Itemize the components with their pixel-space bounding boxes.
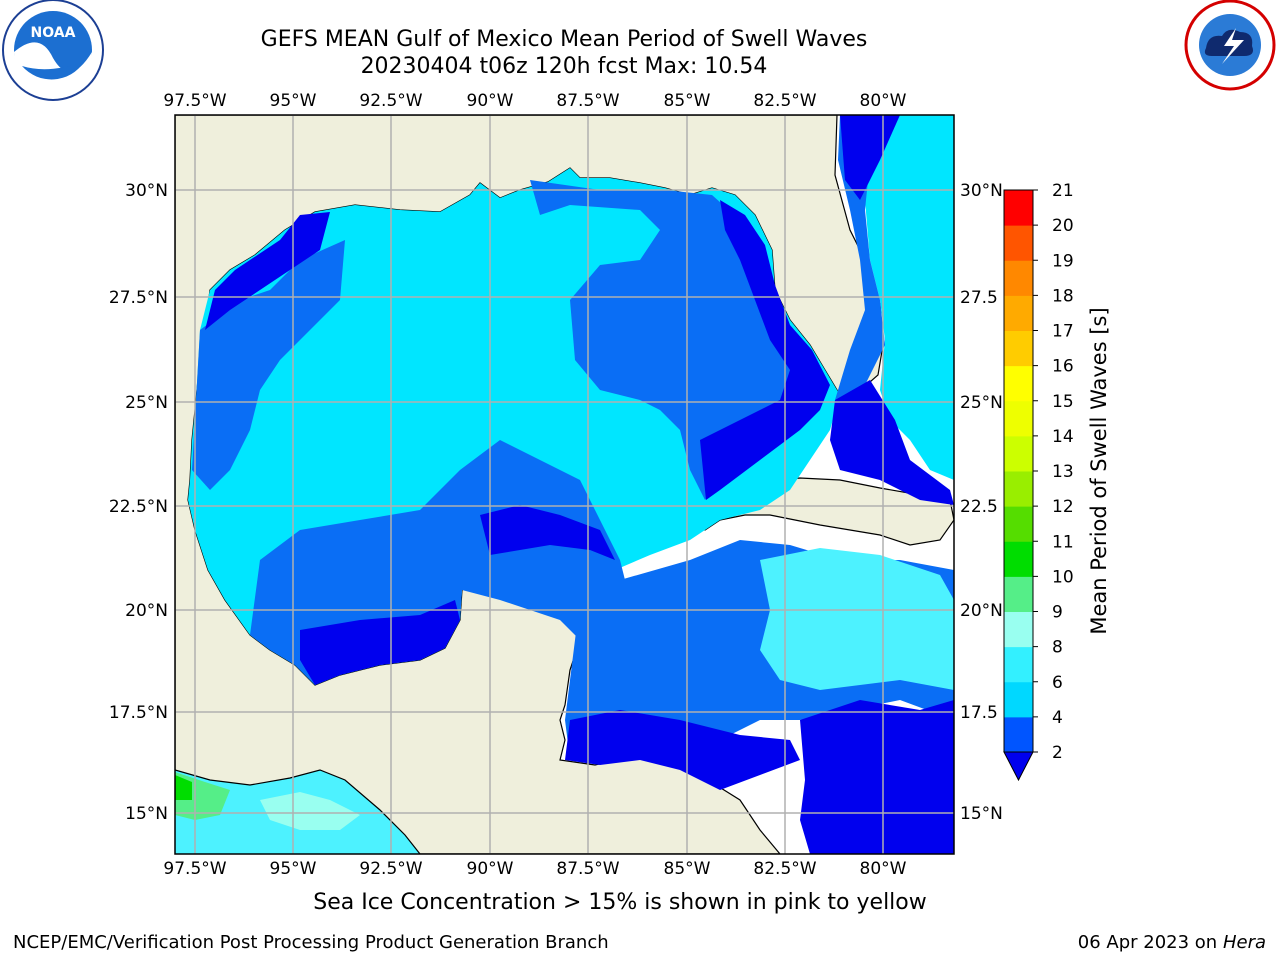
lon-label-bottom: 95°W: [270, 859, 317, 879]
lat-label-right: 20°N: [960, 601, 1003, 621]
lon-label-bottom: 80°W: [860, 859, 907, 879]
colorbar-tick-label: 14: [1052, 427, 1074, 447]
colorbar-label: Mean Period of Swell Waves [s]: [1087, 307, 1111, 634]
swell-band-lt2-se: [800, 700, 954, 854]
colorbar-segment: [1004, 295, 1033, 331]
lon-label-bottom: 87.5°W: [556, 859, 619, 879]
lat-label-left: 15°N: [125, 804, 168, 824]
title-line-1: GEFS MEAN Gulf of Mexico Mean Period of …: [260, 27, 868, 52]
lat-labels: 30°N 27.5°N 25°N 22.5°N 20°N 17.5°N 15°N…: [109, 181, 1003, 824]
lat-label-left: 17.5°N: [109, 703, 168, 723]
lon-label-top: 97.5°W: [163, 91, 226, 111]
colorbar-tick-label: 19: [1052, 251, 1074, 271]
colorbar-segment: [1004, 260, 1033, 296]
colorbar-segment: [1004, 365, 1033, 402]
swell-band-lt2-north: [205, 212, 330, 330]
colorbar-segment: [1004, 435, 1033, 472]
title-line-2: 20230404 t06z 120h fcst Max: 10.54: [360, 54, 768, 79]
lon-label-top: 80°W: [860, 91, 907, 111]
lat-label-left: 27.5°N: [109, 288, 168, 308]
swell-band-lt2-caribbean: [565, 710, 800, 790]
colorbar-tick-label: 9: [1052, 603, 1063, 623]
lon-label-top: 92.5°W: [359, 91, 422, 111]
lon-label-bottom: 92.5°W: [359, 859, 422, 879]
lon-label-top: 85°W: [664, 91, 711, 111]
colorbar-segment: [1004, 190, 1033, 226]
swell-band-lt2-south: [300, 600, 460, 685]
ocean-pacific-pale: [260, 792, 360, 830]
chart-title: GEFS MEAN Gulf of Mexico Mean Period of …: [0, 26, 1128, 80]
lat-label-right: 27.5: [960, 288, 998, 308]
map-frame: [174, 114, 955, 855]
colorbar-extend-arrow: [1003, 751, 1034, 782]
colorbar-segment: [1004, 400, 1033, 437]
colorbar-segment: [1004, 716, 1033, 753]
swell-band-lt2-campeche: [480, 505, 615, 560]
colorbar-tick-label: 6: [1052, 673, 1063, 693]
colorbar: 2 4 6 8 9 10 11 12 13 14 15 16 17 18 19 20 21: [1003, 181, 1074, 782]
colorbar-tick-label: 21: [1052, 181, 1074, 201]
graticule: [175, 115, 954, 854]
colorbar-segment: [1004, 576, 1033, 612]
swell-band-atlantic-dark: [835, 115, 885, 400]
colorbar-segment: [1004, 506, 1033, 542]
sea-ice-note: Sea Ice Concentration > 15% is shown in …: [0, 890, 1280, 915]
nws-logo: [1184, 0, 1276, 91]
colorbar-tick-label: 2: [1052, 743, 1063, 763]
lat-label-left: 22.5°N: [109, 497, 168, 517]
lat-label-right: 22.5: [960, 497, 998, 517]
lon-label-top: 82.5°W: [753, 91, 816, 111]
ocean-pacific-bright: [175, 775, 192, 800]
lon-labels: 97.5°W 95°W 92.5°W 90°W 87.5°W 85°W 82.5…: [163, 91, 906, 879]
colorbar-tick-label: 16: [1052, 357, 1074, 377]
machine-text: Hera: [1222, 932, 1266, 953]
colorbar-tick-label: 17: [1052, 322, 1074, 342]
colorbar-tick-label: 12: [1052, 497, 1074, 517]
colorbar-tick-label: 11: [1052, 532, 1074, 552]
lat-label-right: 30°N: [960, 181, 1003, 201]
colorbar-segment: [1004, 471, 1033, 507]
lon-label-top: 95°W: [270, 91, 317, 111]
credit-text: NCEP/EMC/Verification Post Processing Pr…: [13, 932, 609, 953]
colorbar-segment: [1004, 646, 1033, 683]
lon-label-bottom: 82.5°W: [753, 859, 816, 879]
colorbar-segment: [1004, 681, 1033, 718]
lat-label-left: 25°N: [125, 393, 168, 413]
sea-ice-note-text: Sea Ice Concentration > 15% is shown in …: [313, 890, 927, 915]
lat-label-right: 15°N: [960, 804, 1003, 824]
colorbar-tick-label: 20: [1052, 216, 1074, 236]
colorbar-tick-label: 15: [1052, 392, 1074, 412]
colorbar-segment: [1004, 541, 1033, 577]
noaa-logo-text: NOAA: [31, 25, 76, 41]
colorbar-segment: [1004, 330, 1033, 367]
colorbar-tick-label: 13: [1052, 462, 1074, 482]
swell-band-lt2-east: [700, 200, 830, 500]
lon-label-top: 87.5°W: [556, 91, 619, 111]
lat-label-right: 17.5: [960, 703, 998, 723]
swell-band-lt2-atlantic: [840, 115, 900, 200]
noaa-logo: NOAA: [2, 0, 104, 101]
lon-label-bottom: 85°W: [664, 859, 711, 879]
colorbar-tick-label: 8: [1052, 638, 1063, 658]
colorbar-tick-label: 10: [1052, 567, 1074, 587]
swell-band-2to4-west: [192, 240, 345, 490]
lat-label-left: 20°N: [125, 601, 168, 621]
colorbar-segment: [1004, 225, 1033, 261]
lon-label-top: 90°W: [467, 91, 514, 111]
colorbar-tick-label: 4: [1052, 708, 1063, 728]
coast-pacific: [175, 769, 421, 854]
colorbar-segment: [1004, 611, 1033, 648]
lon-label-bottom: 90°W: [467, 859, 514, 879]
swell-band-caribbean-inner: [760, 548, 954, 690]
lat-label-right: 25°N: [960, 393, 1003, 413]
lon-label-bottom: 97.5°W: [163, 859, 226, 879]
swell-band-lt2-keys: [830, 380, 954, 505]
map-area: [175, 115, 954, 854]
date-text: 06 Apr 2023 on: [1077, 932, 1218, 953]
date-stamp: 06 Apr 2023 on Hera: [1078, 932, 1266, 953]
colorbar-tick-label: 18: [1052, 286, 1074, 306]
lat-label-left: 30°N: [125, 181, 168, 201]
